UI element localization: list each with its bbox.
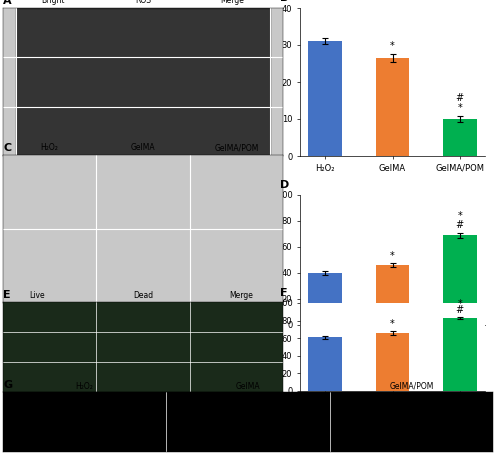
Text: *: * <box>390 319 395 329</box>
Text: *: * <box>390 251 395 261</box>
Bar <box>308 337 342 391</box>
Bar <box>443 235 476 325</box>
Bar <box>443 318 476 391</box>
Text: *: * <box>390 40 395 51</box>
Text: F: F <box>280 288 287 298</box>
Text: *: * <box>458 103 462 113</box>
Text: Live: Live <box>29 291 44 300</box>
Bar <box>376 58 410 156</box>
Text: H₂O₂: H₂O₂ <box>40 143 58 152</box>
Text: D: D <box>280 181 289 191</box>
Text: E: E <box>3 290 10 300</box>
Bar <box>376 333 410 391</box>
Text: #: # <box>456 93 464 103</box>
Text: GelMA: GelMA <box>236 382 260 391</box>
Bar <box>443 119 476 156</box>
Text: B: B <box>280 0 288 4</box>
Bar <box>308 273 342 325</box>
Text: GelMA/POM: GelMA/POM <box>389 382 434 391</box>
Text: H₂O₂: H₂O₂ <box>76 382 94 391</box>
Text: Bright: Bright <box>42 0 65 5</box>
Y-axis label: Percent migration of
MC3T3-E1 (%): Percent migration of MC3T3-E1 (%) <box>254 217 274 303</box>
Text: #: # <box>456 305 464 315</box>
Text: *: * <box>458 299 462 309</box>
Bar <box>376 265 410 325</box>
Text: G: G <box>3 380 12 390</box>
Text: #: # <box>456 220 464 230</box>
Text: Merge: Merge <box>229 291 253 300</box>
Text: GelMA/POM: GelMA/POM <box>214 143 258 152</box>
Text: A: A <box>3 0 12 6</box>
Text: *: * <box>458 211 462 221</box>
Text: C: C <box>3 143 11 153</box>
Text: Merge: Merge <box>220 0 244 5</box>
Text: Dead: Dead <box>133 291 153 300</box>
Y-axis label: Average flourescence
intensity (a.u: Average flourescence intensity (a.u <box>260 36 279 128</box>
Text: ROS: ROS <box>135 0 151 5</box>
Text: GelMA: GelMA <box>130 143 156 152</box>
Bar <box>308 41 342 156</box>
Y-axis label: Percent Cell Viability
(%): Percent Cell Viability (%) <box>254 303 274 390</box>
